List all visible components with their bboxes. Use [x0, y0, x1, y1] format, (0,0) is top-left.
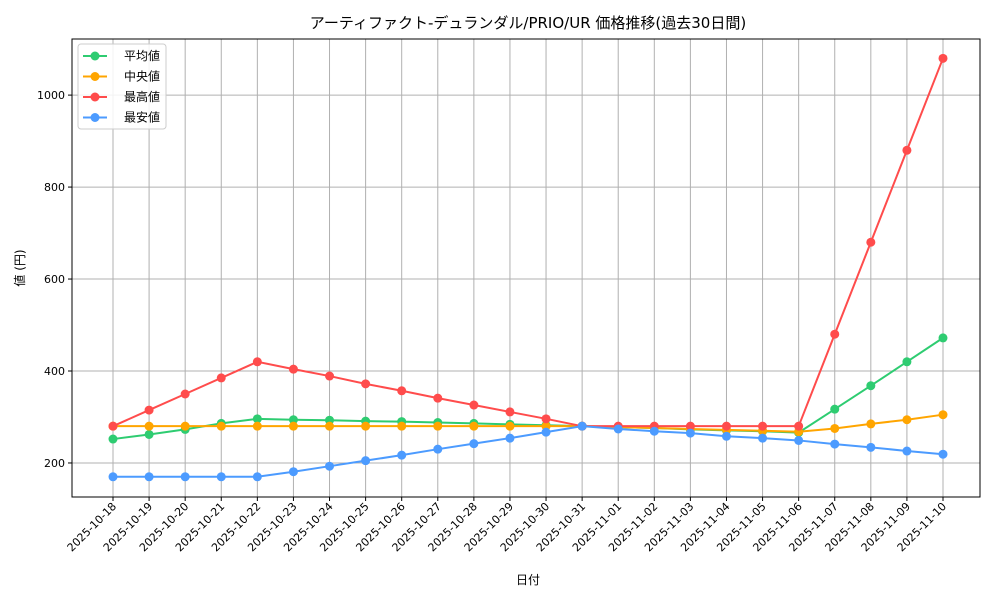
- series-layer: [108, 53, 948, 482]
- series-line: [112, 57, 944, 428]
- legend-marker: [90, 51, 100, 61]
- data-point: [108, 421, 118, 431]
- data-point: [397, 386, 407, 396]
- legend-marker: [90, 72, 100, 81]
- chart-title: アーティファクト-デュランダル/PRIO/UR 価格推移(過去30日間): [310, 14, 746, 32]
- data-point: [144, 421, 154, 431]
- data-point: [180, 421, 190, 431]
- data-point: [505, 433, 515, 443]
- legend-label: 最高値: [124, 89, 160, 104]
- legend-box: [77, 43, 167, 130]
- y-tick-label: 600: [44, 273, 65, 286]
- data-point: [433, 444, 443, 454]
- data-point: [108, 472, 118, 482]
- data-point: [397, 421, 407, 431]
- data-point: [938, 449, 948, 459]
- data-point: [938, 333, 948, 343]
- data-point: [541, 414, 551, 424]
- data-point: [144, 429, 154, 439]
- data-point: [902, 357, 912, 367]
- data-point: [469, 421, 479, 431]
- data-point: [902, 446, 912, 456]
- data-point: [830, 439, 840, 449]
- data-point: [830, 329, 840, 339]
- data-point: [830, 404, 840, 414]
- data-point: [469, 439, 479, 449]
- data-point: [469, 400, 479, 410]
- series-最安値: [108, 421, 948, 482]
- plot-frame: [71, 38, 981, 498]
- data-point: [685, 428, 695, 438]
- data-point: [325, 371, 335, 381]
- data-point: [649, 426, 659, 436]
- data-point: [325, 461, 335, 471]
- data-point: [144, 472, 154, 482]
- y-tick-label: 1000: [37, 89, 65, 102]
- data-point: [866, 237, 876, 247]
- data-point: [938, 53, 948, 63]
- data-point: [577, 421, 587, 431]
- data-point: [794, 435, 804, 445]
- data-point: [288, 421, 298, 431]
- data-point: [433, 421, 443, 431]
- y-tick-label: 800: [44, 181, 65, 194]
- data-point: [252, 421, 262, 431]
- data-point: [830, 423, 840, 433]
- data-point: [902, 145, 912, 155]
- data-point: [108, 434, 118, 444]
- data-point: [902, 415, 912, 425]
- data-point: [541, 427, 551, 437]
- data-point: [252, 472, 262, 482]
- data-point: [288, 415, 298, 425]
- data-point: [866, 419, 876, 429]
- data-point: [252, 414, 262, 424]
- data-point: [505, 421, 515, 431]
- data-point: [288, 467, 298, 477]
- series-最高値: [108, 53, 948, 431]
- legend-marker: [90, 92, 100, 102]
- data-point: [758, 433, 768, 443]
- legend-label: 最安値: [124, 110, 160, 125]
- data-point: [866, 442, 876, 452]
- y-axis-label: 値 (円): [12, 249, 27, 286]
- data-point: [685, 421, 695, 431]
- data-point: [866, 381, 876, 391]
- y-tick-label: 200: [44, 457, 65, 470]
- data-point: [180, 389, 190, 399]
- data-point: [794, 421, 804, 431]
- series-中央値: [108, 410, 948, 437]
- data-point: [361, 456, 371, 466]
- legend-label: 平均値: [124, 48, 160, 63]
- data-point: [216, 373, 226, 383]
- data-point: [721, 421, 731, 431]
- x-axis-label: 日付: [516, 573, 540, 587]
- data-point: [144, 405, 154, 415]
- series-line: [113, 425, 944, 478]
- data-point: [252, 357, 262, 367]
- y-tick-label: 400: [44, 365, 65, 378]
- legend-label: 中央値: [124, 69, 160, 84]
- data-point: [325, 421, 335, 431]
- data-point: [180, 472, 190, 482]
- data-point: [721, 431, 731, 441]
- axes: 2025-10-182025-10-192025-10-202025-10-21…: [37, 89, 949, 554]
- data-point: [397, 450, 407, 460]
- data-point: [288, 364, 298, 374]
- legend-marker: [90, 113, 100, 122]
- data-point: [216, 421, 226, 431]
- data-point: [216, 472, 226, 482]
- data-point: [505, 407, 515, 417]
- data-point: [938, 410, 948, 420]
- series-line: [113, 413, 944, 433]
- data-point: [361, 421, 371, 431]
- series-line: [112, 337, 944, 441]
- data-point: [361, 379, 371, 389]
- data-point: [433, 393, 443, 403]
- data-point: [613, 424, 623, 434]
- data-point: [758, 421, 768, 431]
